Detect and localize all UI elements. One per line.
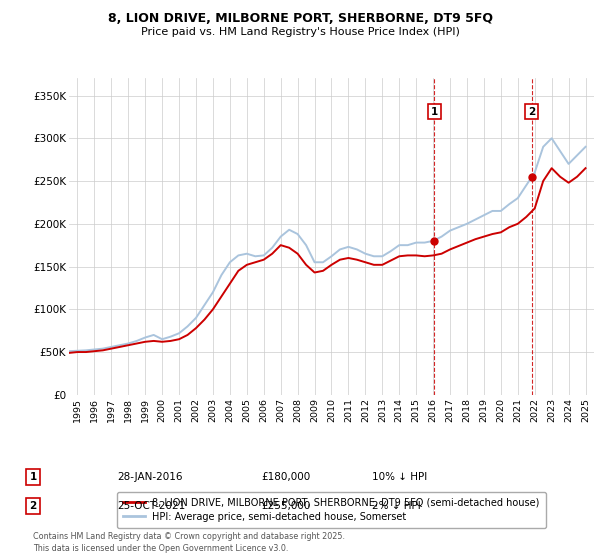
Legend: 8, LION DRIVE, MILBORNE PORT, SHERBORNE, DT9 5FQ (semi-detached house), HPI: Ave: 8, LION DRIVE, MILBORNE PORT, SHERBORNE,… xyxy=(118,492,545,528)
Text: 2: 2 xyxy=(528,106,535,116)
Text: 2% ↓ HPI: 2% ↓ HPI xyxy=(372,501,421,511)
Text: £180,000: £180,000 xyxy=(261,472,310,482)
Text: 1: 1 xyxy=(29,472,37,482)
Text: Contains HM Land Registry data © Crown copyright and database right 2025.
This d: Contains HM Land Registry data © Crown c… xyxy=(33,532,345,553)
Text: £255,000: £255,000 xyxy=(261,501,310,511)
Text: 2: 2 xyxy=(29,501,37,511)
Text: 10% ↓ HPI: 10% ↓ HPI xyxy=(372,472,427,482)
Text: 8, LION DRIVE, MILBORNE PORT, SHERBORNE, DT9 5FQ: 8, LION DRIVE, MILBORNE PORT, SHERBORNE,… xyxy=(107,12,493,25)
Text: Price paid vs. HM Land Registry's House Price Index (HPI): Price paid vs. HM Land Registry's House … xyxy=(140,27,460,37)
Text: 1: 1 xyxy=(431,106,438,116)
Text: 25-OCT-2021: 25-OCT-2021 xyxy=(117,501,185,511)
Text: 28-JAN-2016: 28-JAN-2016 xyxy=(117,472,182,482)
